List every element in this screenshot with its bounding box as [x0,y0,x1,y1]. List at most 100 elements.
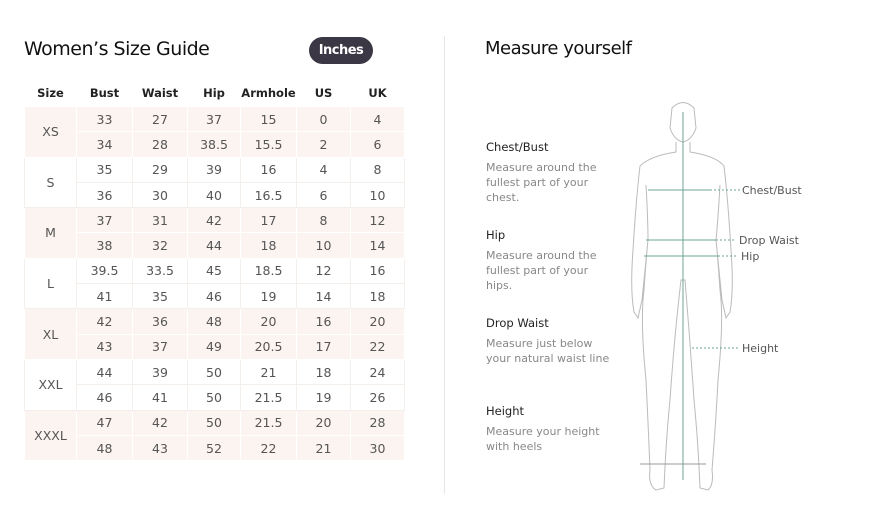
value-cell: 10 [296,232,351,259]
column-header: Hip [203,86,225,100]
value-cell: 50 [187,358,241,386]
value-cell: 48 [76,434,133,462]
value-cell: 27 [132,105,188,133]
table-row: XL 42 36 48 20 16 20 [24,308,405,360]
value-cell: 31 [132,207,188,234]
value-cell: 19 [240,283,297,310]
column-header: Waist [141,86,179,100]
table-row: XXL 44 39 50 21 18 24 [24,358,405,411]
measure-heading: Drop Waist [486,316,549,330]
measure-heading: Hip [486,228,506,242]
value-cell: 2 [296,131,351,158]
value-cell: 10 [350,181,405,209]
table-row: XXXL 47 42 50 21.5 20 28 [24,409,405,462]
column-header: US [314,86,333,100]
table-row: XS 33 27 37 15 0 4 [24,105,405,158]
value-cell: 42 [76,308,133,335]
value-cell: 6 [350,131,405,158]
measure-section: Chest/Bust Measure around the fullest par… [486,140,616,205]
value-cell: 45 [187,257,241,285]
value-cell: 18 [240,232,297,259]
divider [444,36,445,494]
size-table: Size Bust Waist Hip Armhole US UK XS 33 27 37 15 0 4 3… [24,80,405,462]
value-cell: 50 [187,384,241,411]
value-cell: 39 [132,358,188,386]
value-cell: 29 [132,156,188,183]
value-cell: 21.5 [240,384,297,411]
page-title: Women’s Size Guide [24,38,210,60]
value-cell: 20 [350,308,405,335]
value-cell: 4 [296,156,351,183]
value-cell: 30 [350,434,405,462]
figure-label-hip: Hip [741,250,759,263]
measure-description: Measure around the fullest part of your … [486,161,597,204]
measure-description: Measure around the fullest part of your … [486,249,597,292]
value-cell: 28 [132,131,188,158]
value-cell: 42 [187,207,241,234]
value-cell: 28 [350,409,405,436]
value-cell: 21.5 [240,409,297,436]
unit-toggle-button[interactable]: Inches [309,37,373,64]
value-cell: 37 [76,207,133,234]
value-cell: 35 [132,283,188,310]
value-cell: 19 [296,384,351,411]
value-cell: 33.5 [132,257,188,285]
value-cell: 12 [350,207,405,234]
column-header: Armhole [241,86,296,100]
value-cell: 18.5 [240,257,297,285]
value-cell: 46 [76,384,133,411]
value-cell: 22 [240,434,297,462]
measure-section: Drop Waist Measure just below your natura… [486,316,616,366]
size-cell: XXL [24,358,77,411]
value-cell: 42 [132,409,188,436]
measure-description: Measure just below your natural waist li… [486,337,610,365]
value-cell: 52 [187,434,241,462]
value-cell: 8 [350,156,405,183]
value-cell: 40 [187,181,241,209]
value-cell: 21 [240,358,297,386]
measure-description: Measure your height with heels [486,425,600,453]
value-cell: 32 [132,232,188,259]
table-row: 38 32 44 18 10 14 [25,232,405,259]
value-cell: 14 [350,232,405,259]
value-cell: 20.5 [240,333,297,360]
value-cell: 16 [240,156,297,183]
value-cell: 26 [350,384,405,411]
value-cell: 48 [187,308,241,335]
value-cell: 38.5 [187,131,241,158]
value-cell: 21 [296,434,351,462]
table-row: 43 37 49 20.5 17 22 [25,333,405,360]
value-cell: 17 [240,207,297,234]
value-cell: 50 [187,409,241,436]
value-cell: 34 [76,131,133,158]
table-row: 34 28 38.5 15.5 2 6 [25,131,405,158]
size-cell: XS [24,106,77,158]
value-cell: 16.5 [240,181,297,209]
value-cell: 30 [132,181,188,209]
measure-heading: Height [486,404,525,418]
value-cell: 43 [76,333,133,360]
value-cell: 47 [76,409,133,436]
value-cell: 18 [350,283,405,310]
figure-label-waist: Drop Waist [739,234,800,247]
value-cell: 8 [296,207,351,234]
value-cell: 22 [350,333,405,360]
size-cell: S [24,156,77,209]
measure-title: Measure yourself [485,38,632,59]
value-cell: 37 [187,105,241,133]
value-cell: 20 [240,308,297,335]
figure-label-chest: Chest/Bust [742,184,802,197]
measure-heading: Chest/Bust [486,140,549,154]
table-row: L 39.5 33.5 45 18.5 12 16 [24,257,405,310]
value-cell: 39 [187,156,241,183]
size-cell: XL [24,308,77,360]
value-cell: 15 [240,105,297,133]
column-header: UK [368,86,387,100]
value-cell: 17 [296,333,351,360]
value-cell: 6 [296,181,351,209]
value-cell: 44 [187,232,241,259]
value-cell: 18 [296,358,351,386]
column-header: Size [37,86,64,100]
value-cell: 4 [350,105,405,133]
column-header: Bust [89,86,120,100]
